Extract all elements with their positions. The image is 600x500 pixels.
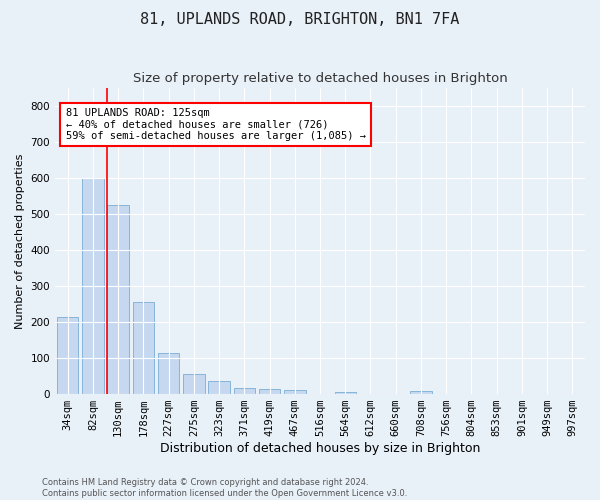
Bar xyxy=(208,382,230,394)
Bar xyxy=(158,352,179,394)
Bar xyxy=(259,388,280,394)
Text: 81 UPLANDS ROAD: 125sqm
← 40% of detached houses are smaller (726)
59% of semi-d: 81 UPLANDS ROAD: 125sqm ← 40% of detache… xyxy=(65,108,365,141)
Y-axis label: Number of detached properties: Number of detached properties xyxy=(15,154,25,329)
X-axis label: Distribution of detached houses by size in Brighton: Distribution of detached houses by size … xyxy=(160,442,480,455)
Text: 81, UPLANDS ROAD, BRIGHTON, BN1 7FA: 81, UPLANDS ROAD, BRIGHTON, BN1 7FA xyxy=(140,12,460,28)
Bar xyxy=(410,391,431,394)
Bar xyxy=(82,178,104,394)
Bar xyxy=(107,205,129,394)
Text: Contains HM Land Registry data © Crown copyright and database right 2024.
Contai: Contains HM Land Registry data © Crown c… xyxy=(42,478,407,498)
Bar xyxy=(233,388,255,394)
Bar xyxy=(57,316,79,394)
Bar xyxy=(284,390,305,394)
Bar xyxy=(133,302,154,394)
Bar xyxy=(335,392,356,394)
Title: Size of property relative to detached houses in Brighton: Size of property relative to detached ho… xyxy=(133,72,508,86)
Bar xyxy=(183,374,205,394)
